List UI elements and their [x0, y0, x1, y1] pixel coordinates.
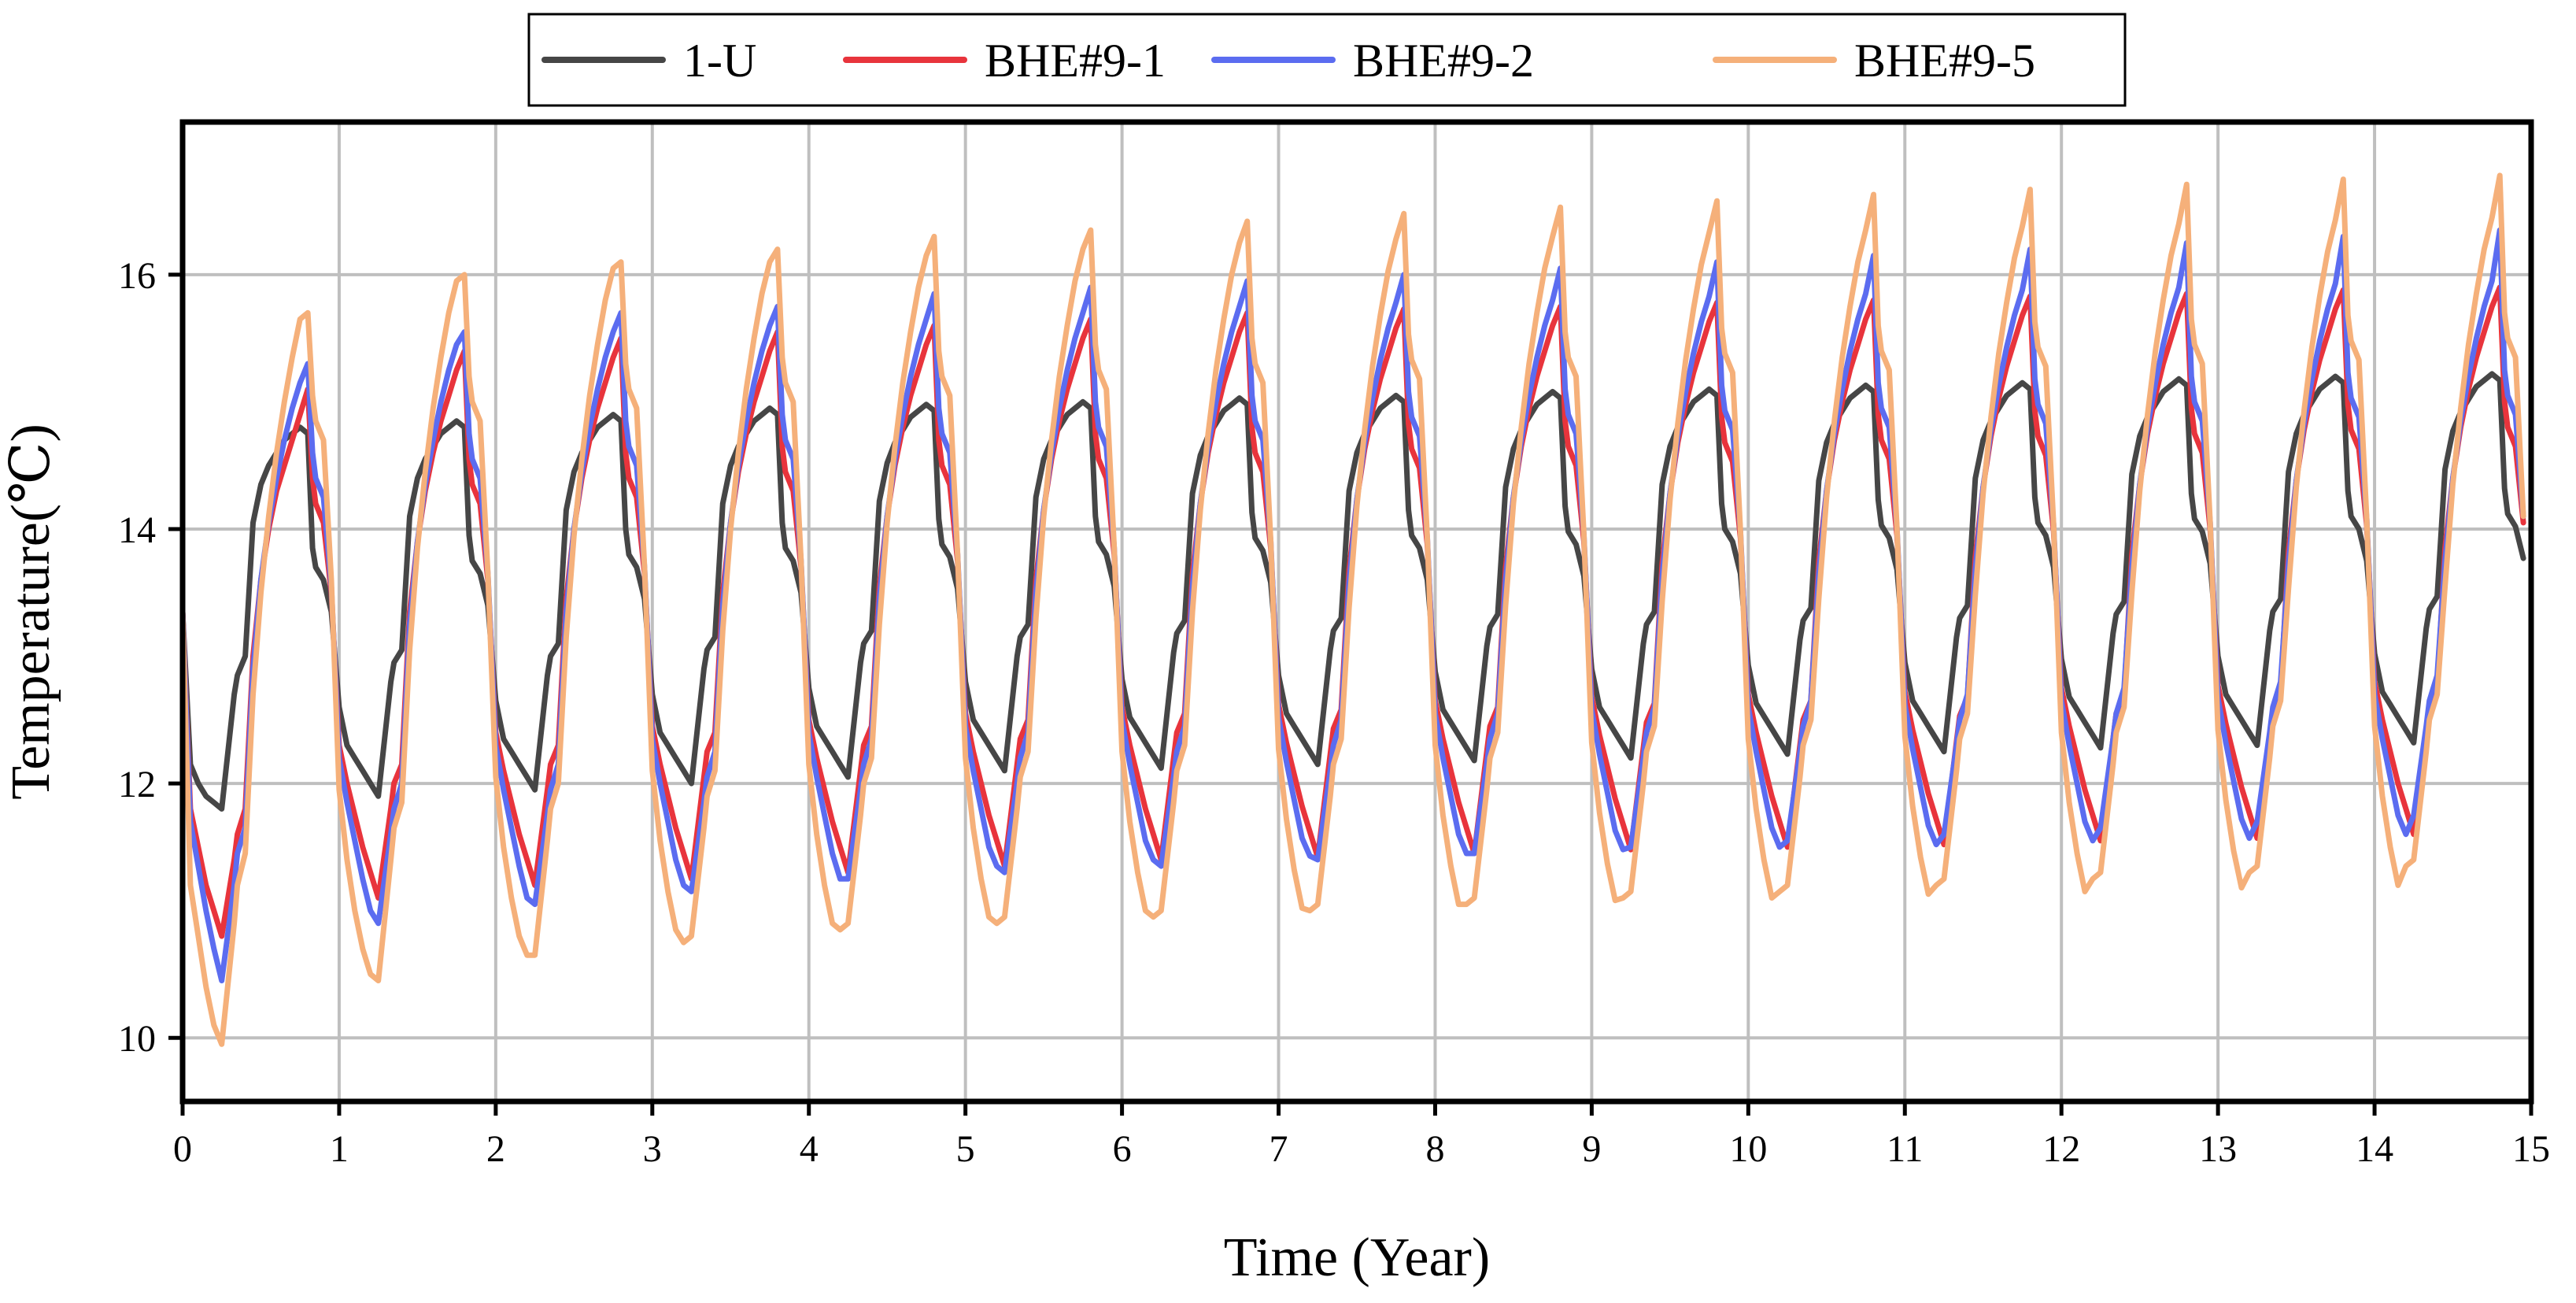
- y-axis-title: Temperature(℃): [1, 424, 61, 800]
- legend: 1-U BHE#9-1 BHE#9-2 BHE#9-5: [527, 13, 2127, 107]
- x-tick-label-11: 11: [1887, 1128, 1923, 1170]
- x-tick-label-13: 13: [2199, 1128, 2237, 1170]
- series-lines: [179, 172, 2526, 1047]
- legend-label-1-u: 1-U: [683, 35, 756, 87]
- x-tick-label-9: 9: [1582, 1128, 1601, 1170]
- series-line-bhe-9-5: [179, 172, 2526, 1047]
- x-axis-ticks: 0 1 2 3 4 5 6 7 8 9 10 11 12 13 14 15: [173, 1101, 2550, 1170]
- x-tick-label-6: 6: [1113, 1128, 1132, 1170]
- legend-label-bhe-9-5: BHE#9-5: [1854, 35, 2035, 87]
- x-tick-label-5: 5: [956, 1128, 975, 1170]
- series-line-1-u: [179, 371, 2526, 812]
- x-tick-label-3: 3: [643, 1128, 662, 1170]
- x-tick-label-4: 4: [800, 1128, 819, 1170]
- legend-label-bhe-9-2: BHE#9-2: [1353, 35, 1534, 87]
- x-tick-label-14: 14: [2356, 1128, 2393, 1170]
- y-tick-label-16: 16: [118, 255, 156, 297]
- x-tick-label-8: 8: [1425, 1128, 1444, 1170]
- x-tick-label-2: 2: [486, 1128, 505, 1170]
- x-tick-label-12: 12: [2042, 1128, 2080, 1170]
- legend-box: [527, 13, 2127, 107]
- y-tick-label-14: 14: [118, 509, 156, 551]
- plot-frame: [179, 119, 2534, 1105]
- y-axis-ticks: 10 12 14 16: [118, 255, 183, 1060]
- legend-label-bhe-9-1: BHE#9-1: [985, 35, 1166, 87]
- x-tick-label-1: 1: [330, 1128, 349, 1170]
- x-tick-label-0: 0: [173, 1128, 192, 1170]
- x-axis-title: Time (Year): [1224, 1227, 1490, 1288]
- y-tick-label-10: 10: [118, 1018, 156, 1060]
- x-tick-label-7: 7: [1270, 1128, 1288, 1170]
- x-tick-label-10: 10: [1729, 1128, 1767, 1170]
- grid-lines: [183, 122, 2531, 1101]
- x-tick-label-15: 15: [2512, 1128, 2550, 1170]
- y-tick-label-12: 12: [118, 764, 156, 805]
